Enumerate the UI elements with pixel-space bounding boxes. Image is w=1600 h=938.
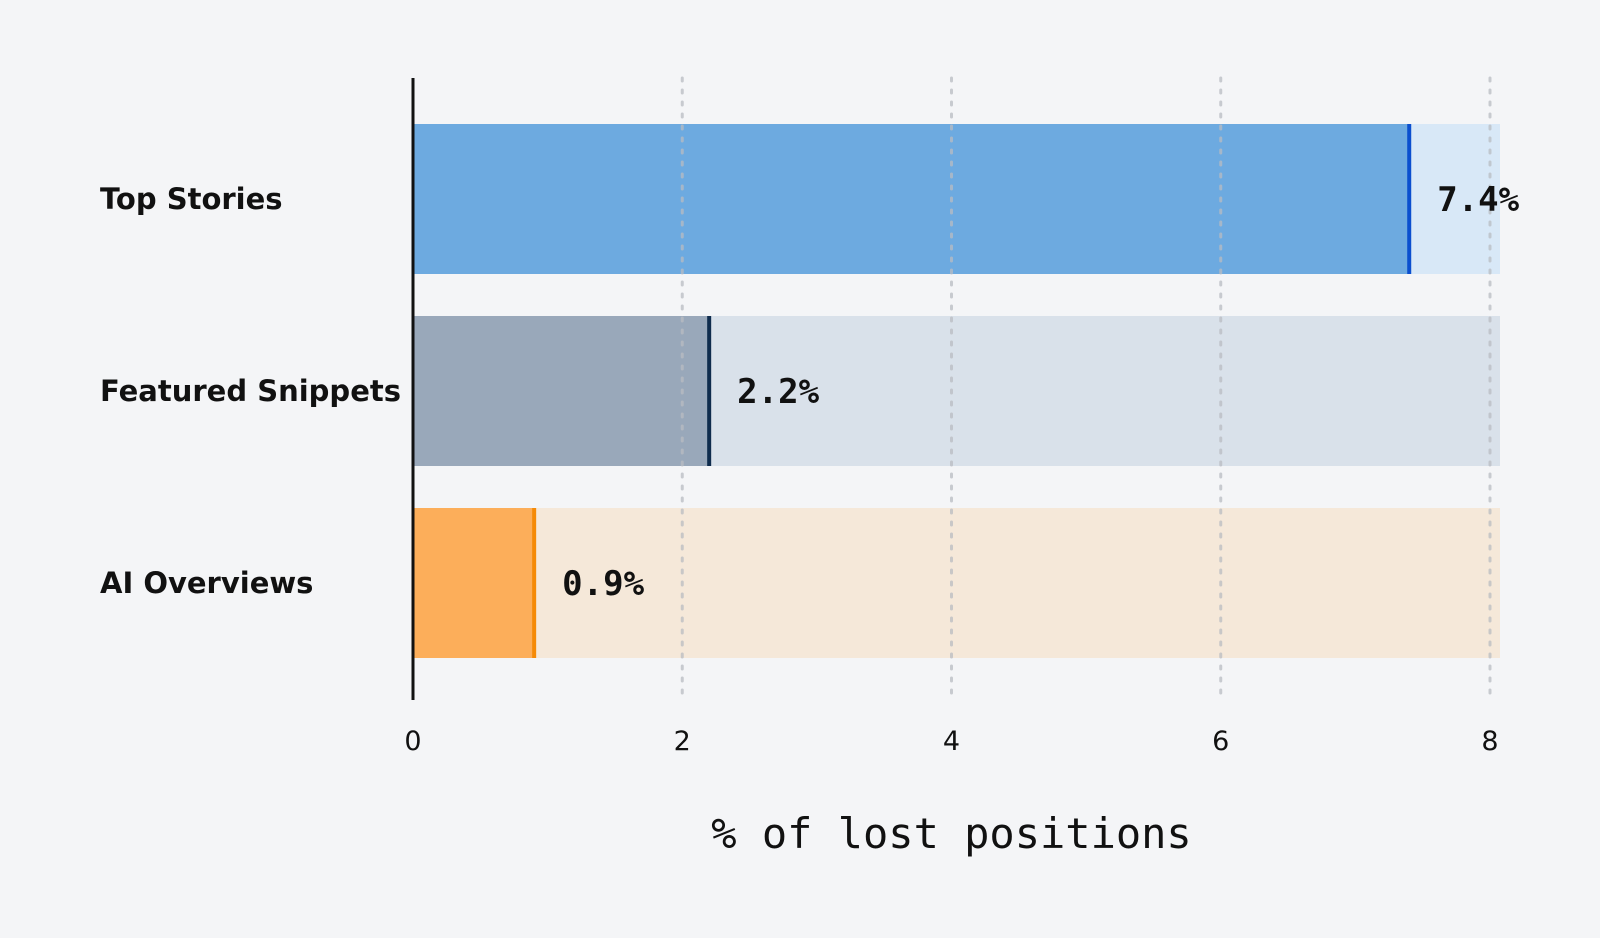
bar-edge [1407,124,1412,274]
x-axis-title: % of lost positions [711,809,1191,858]
data-label: 7.4% [1437,180,1519,220]
category-label: Top Stories [100,182,283,216]
bar [413,508,535,658]
tick-label: 2 [674,726,691,757]
bar [413,316,710,466]
bar [413,124,1410,274]
grid-lines [680,76,1492,702]
data-label: 0.9% [562,564,644,604]
tick-label: 4 [943,726,960,757]
bars [413,124,1500,658]
x-tick-labels: 0 2 4 6 8 [404,726,1498,757]
bar-track [413,508,1500,658]
tick-label: 8 [1481,726,1498,757]
tick-label: 6 [1212,726,1229,757]
category-labels: 7.4% Top Stories 2.2% Featured Snippets 0.9%… [100,180,1520,604]
bar-edge [707,316,712,466]
tick-label: 0 [404,726,421,757]
category-label: AI Overviews [100,566,313,600]
data-label: 2.2% [737,372,819,412]
bar-edge [532,508,537,658]
category-label: Featured Snippets [100,374,401,408]
